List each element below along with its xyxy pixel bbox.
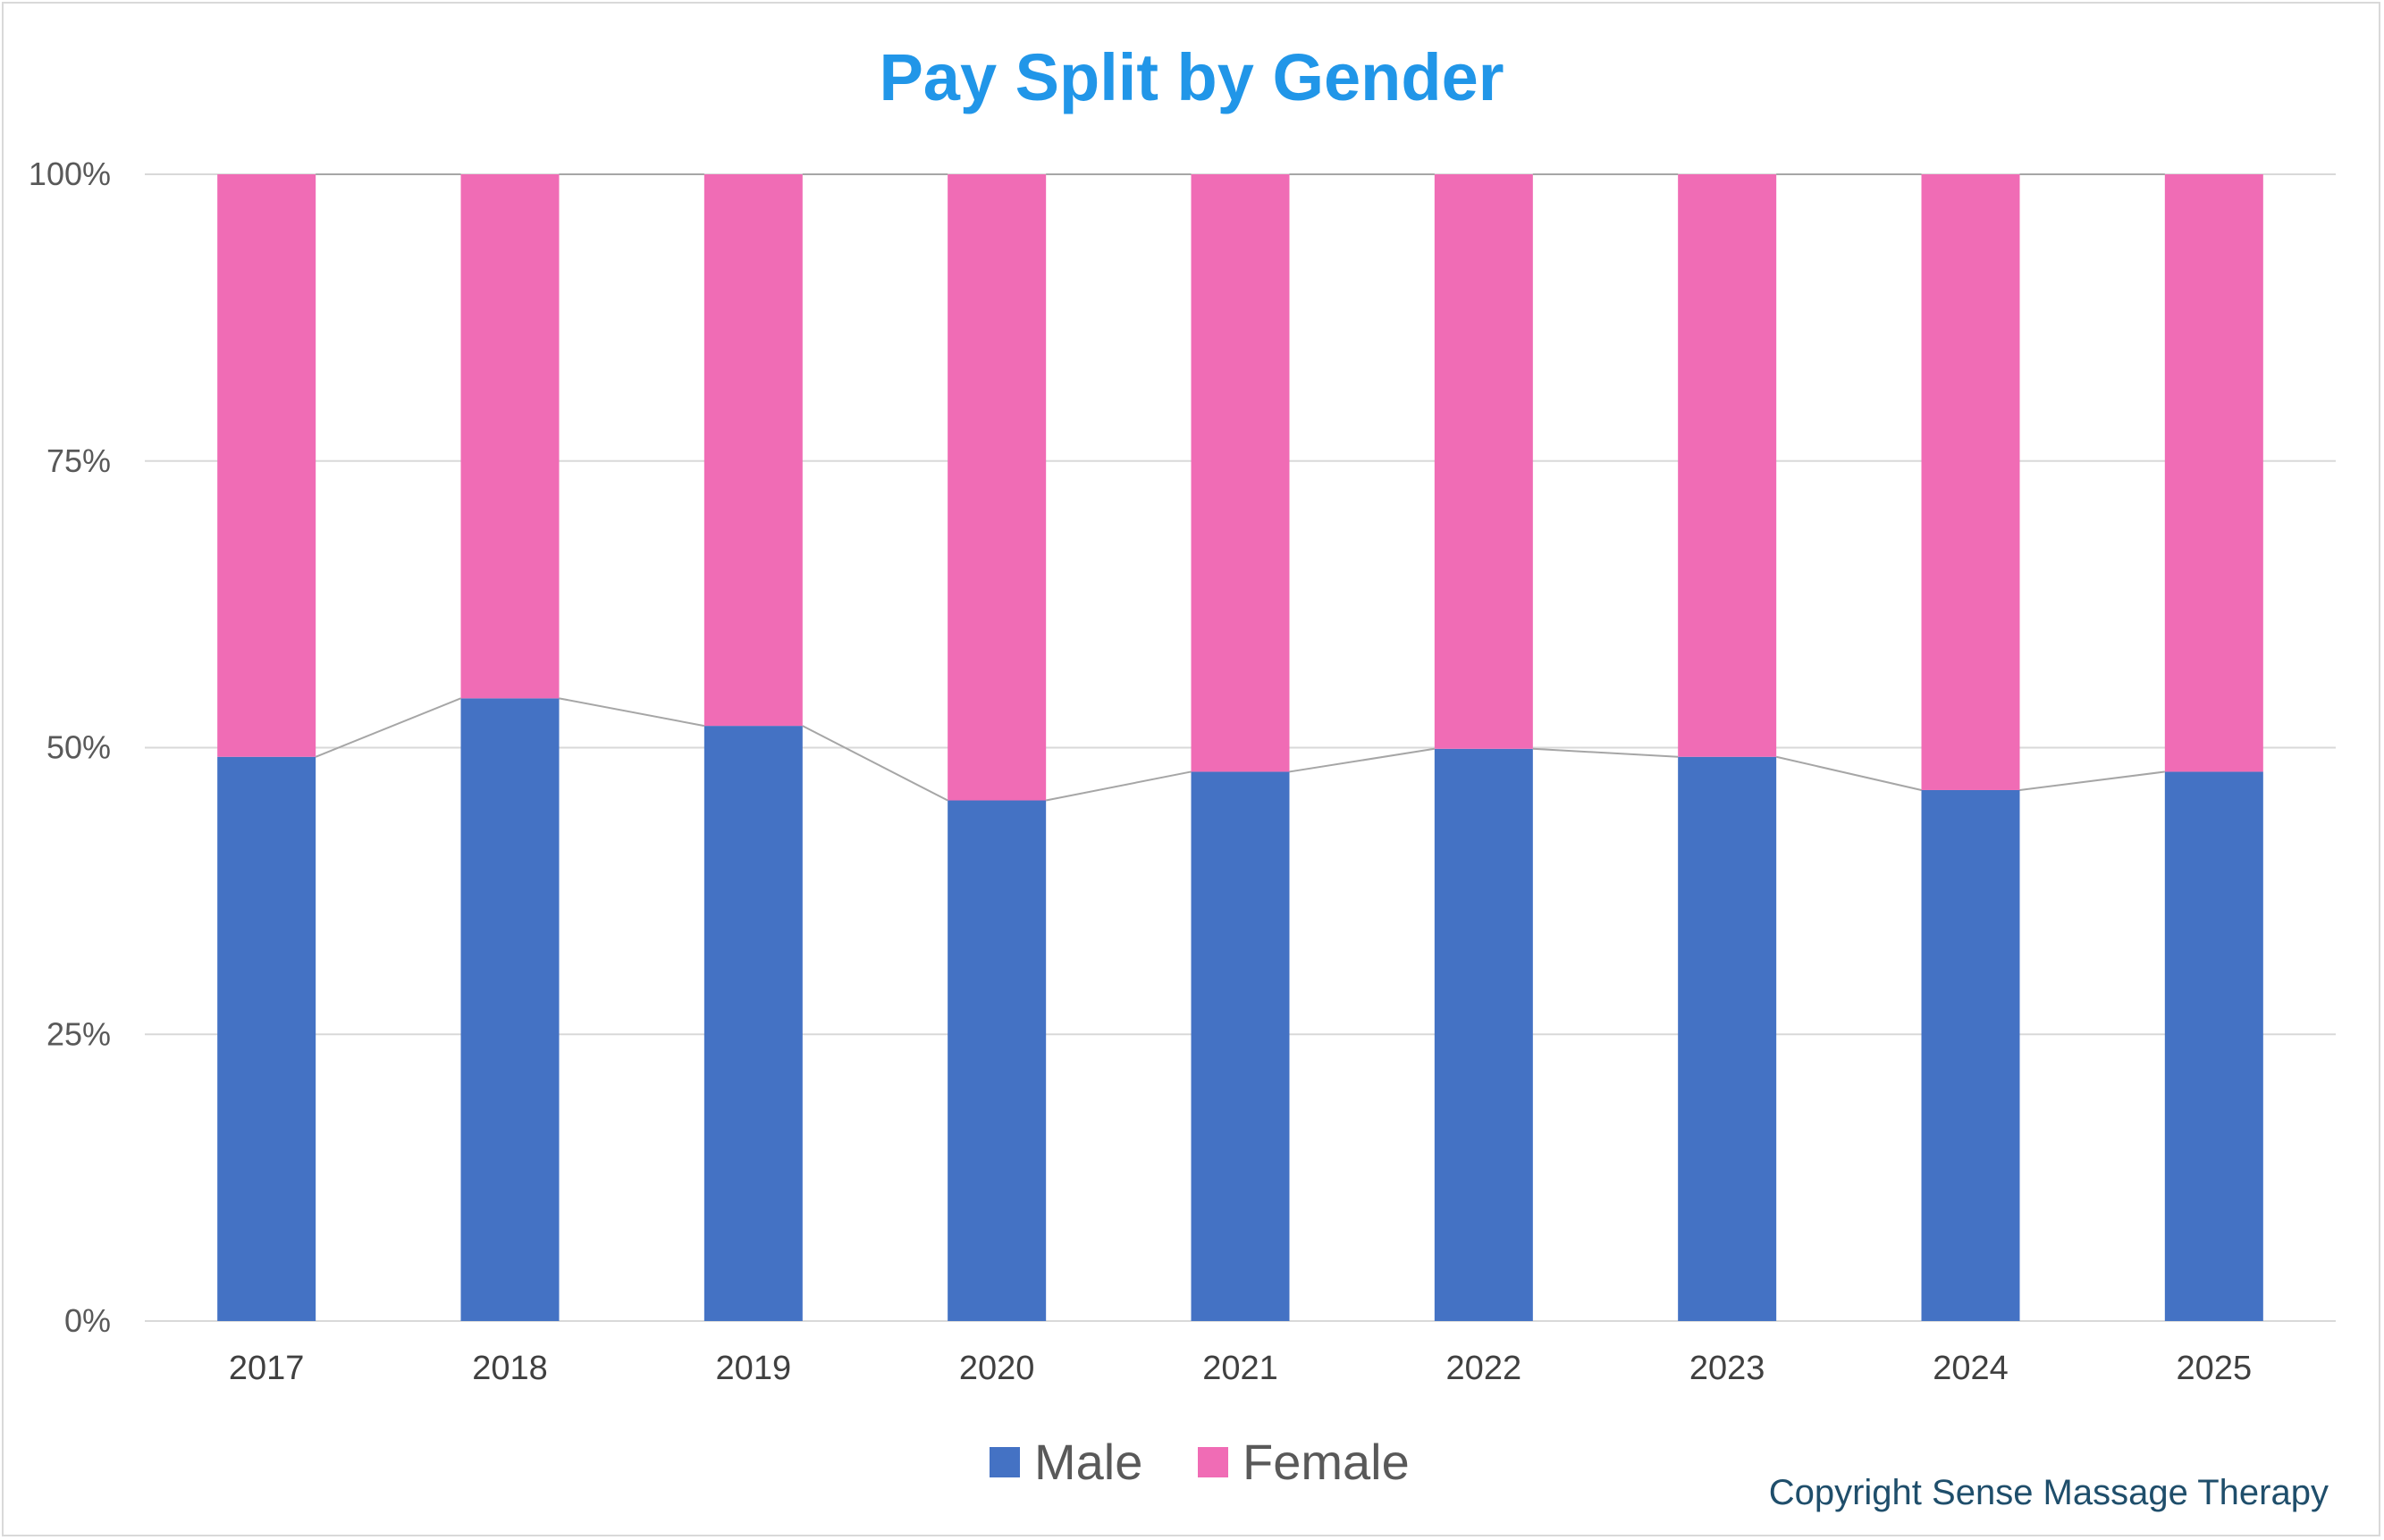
series-line-segment <box>802 725 948 802</box>
bar-female-2022 <box>1434 174 1533 749</box>
y-tick-label: 25% <box>46 1015 111 1052</box>
x-tick-label: 2017 <box>229 1350 305 1387</box>
x-tick-label: 2024 <box>1933 1350 2009 1387</box>
legend-label-male: Male <box>1034 1434 1142 1490</box>
bar-female-2017 <box>217 174 316 757</box>
series-lines <box>315 173 2165 802</box>
y-tick-label: 75% <box>46 442 111 479</box>
x-tick-label: 2020 <box>959 1350 1035 1387</box>
legend: Male Female <box>990 1434 1410 1490</box>
bar-female-2018 <box>460 174 560 699</box>
chart-title: Pay Split by Gender <box>879 40 1504 114</box>
bar-male-2019 <box>703 726 803 1321</box>
y-tick-label: 50% <box>46 729 111 766</box>
bar-female-2025 <box>2164 174 2263 772</box>
legend-label-female: Female <box>1243 1434 1410 1490</box>
x-tick-label: 2025 <box>2177 1350 2253 1387</box>
bar-male-2022 <box>1434 748 1533 1321</box>
x-tick-label: 2023 <box>1689 1350 1765 1387</box>
series-line-segment <box>2019 770 2165 791</box>
bar-female-2021 <box>1191 174 1290 772</box>
bar-male-2017 <box>217 756 316 1321</box>
bar-female-2020 <box>948 174 1047 801</box>
x-tick-label: 2021 <box>1202 1350 1278 1387</box>
bars <box>217 174 2263 1321</box>
y-axis-tick-labels: 0% 25% 50% 75% 100% <box>29 156 111 1339</box>
bar-female-2024 <box>1921 174 2020 790</box>
series-line-segment <box>559 697 705 728</box>
bar-female-2023 <box>1678 174 1777 757</box>
bar-female-2019 <box>703 174 803 727</box>
series-line-segment <box>1045 770 1192 802</box>
legend-swatch-female <box>1198 1447 1228 1477</box>
x-axis-tick-labels: 2017 2018 2019 2020 2021 2022 2023 2024 2025 <box>229 1350 2252 1387</box>
legend-swatch-male <box>990 1447 1020 1477</box>
copyright-text: Copyright Sense Massage Therapy <box>1769 1473 2329 1512</box>
bar-male-2018 <box>460 698 560 1321</box>
x-tick-label: 2019 <box>716 1350 792 1387</box>
series-line-segment <box>1532 747 1679 758</box>
x-tick-label: 2018 <box>472 1350 548 1387</box>
series-line-segment <box>1289 747 1435 773</box>
bar-male-2020 <box>948 800 1047 1321</box>
series-line-segment <box>315 697 461 758</box>
bar-male-2023 <box>1678 756 1777 1321</box>
series-line-segment <box>1775 755 1922 791</box>
bar-male-2025 <box>2164 771 2263 1321</box>
bar-male-2021 <box>1191 771 1290 1321</box>
bar-male-2024 <box>1921 789 2020 1321</box>
y-tick-label: 100% <box>29 156 111 192</box>
x-tick-label: 2022 <box>1446 1350 1522 1387</box>
y-tick-label: 0% <box>64 1302 111 1339</box>
